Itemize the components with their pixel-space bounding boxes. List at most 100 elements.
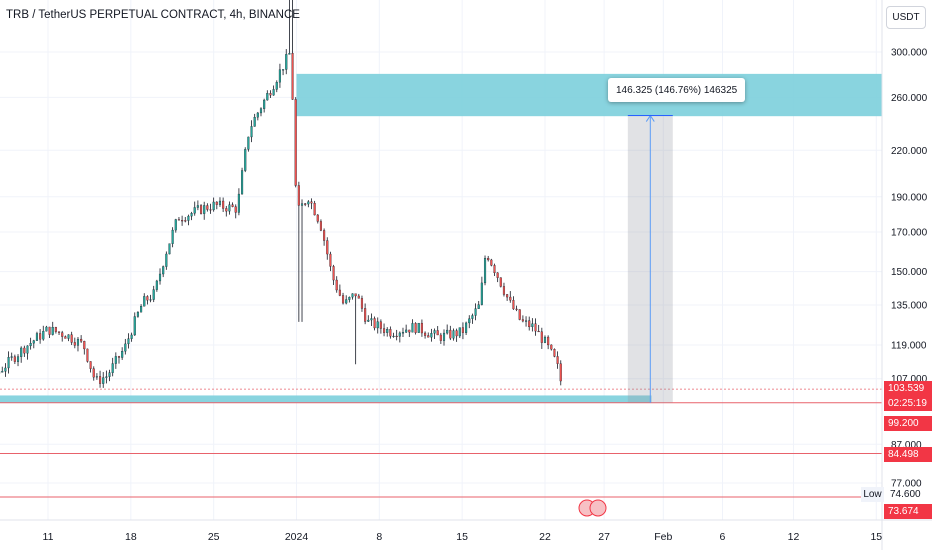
candle-body	[203, 205, 206, 214]
candle-body	[424, 332, 427, 336]
candle-body	[272, 89, 275, 96]
candle-body	[439, 334, 442, 341]
candle-body	[294, 99, 297, 186]
candle-body	[389, 329, 392, 337]
candle-body	[398, 332, 401, 337]
candle-body	[256, 112, 259, 118]
candle-body	[45, 326, 48, 332]
candle-body	[54, 327, 57, 332]
candle-body	[446, 329, 449, 334]
candle-body	[525, 320, 528, 322]
candle-body	[1, 371, 4, 373]
currency-button[interactable]: USDT	[886, 6, 926, 29]
candle-body	[417, 322, 420, 333]
time-tick-label: 15	[870, 531, 882, 543]
candle-body	[304, 203, 307, 205]
candle-body	[32, 340, 35, 344]
event-flag-icon[interactable]	[589, 499, 607, 517]
candle-body	[559, 363, 562, 382]
price-tick-label: 220.000	[891, 146, 928, 157]
price-axis[interactable]: 300.000 260.000 220.000 190.000 170.000 150.0…	[891, 48, 928, 490]
candle-body	[171, 229, 174, 244]
price-tick-label: 170.000	[891, 228, 928, 239]
horizontal-levels[interactable]	[0, 388, 882, 498]
candle-body	[168, 243, 171, 255]
candle-body	[133, 316, 136, 336]
candle-body	[502, 286, 506, 295]
candle-body	[199, 205, 203, 214]
grid	[0, 0, 882, 520]
candle-body	[468, 318, 471, 324]
candle-body	[458, 327, 461, 337]
candle-body	[26, 345, 29, 354]
candle-body	[282, 69, 285, 71]
resistance-zone	[296, 73, 882, 117]
candle-body	[121, 351, 124, 358]
low-value: 74.600	[884, 487, 932, 502]
price-tick-label: 300.000	[891, 48, 928, 59]
candle-body	[354, 293, 357, 297]
candle-body	[348, 296, 351, 300]
candle-body	[212, 201, 215, 211]
candle-body	[177, 219, 181, 221]
measure-tool[interactable]	[627, 114, 673, 403]
candle-body	[442, 332, 446, 341]
candle-body	[401, 332, 405, 334]
candle-body	[351, 293, 354, 298]
measure-tooltip: 146.325 (146.76%) 146325	[608, 78, 746, 102]
candle-body	[7, 357, 10, 369]
candle-body	[130, 334, 133, 339]
candle-body	[427, 335, 430, 338]
candle-body	[285, 54, 288, 70]
candle-body	[376, 321, 379, 329]
candle-body	[190, 213, 193, 217]
candle-body	[57, 331, 61, 333]
candle-body	[461, 327, 464, 333]
candle-body	[405, 329, 408, 333]
event-icons[interactable]	[578, 499, 607, 517]
candle-body	[543, 336, 547, 343]
candle-body	[209, 209, 212, 211]
candle-body	[373, 318, 376, 329]
candle-body	[105, 376, 108, 378]
countdown-tag: 02:25:19	[884, 396, 932, 411]
candle-body	[528, 320, 531, 328]
candle-body	[29, 343, 32, 347]
candle-body	[237, 193, 240, 213]
candle-body	[136, 312, 139, 317]
candle-body	[20, 347, 23, 357]
candle-body	[408, 329, 411, 333]
candle-body	[269, 93, 272, 96]
candle-body	[39, 333, 42, 340]
level-tag-1: 99.200	[884, 416, 932, 431]
price-tick-label: 87.000	[891, 440, 922, 451]
candle-body	[247, 136, 250, 150]
candle-body	[518, 309, 521, 320]
candle-body	[496, 272, 499, 278]
candle-body	[499, 277, 502, 287]
time-tick-label: 18	[125, 531, 137, 543]
candle-body	[67, 334, 70, 339]
candle-body	[64, 336, 67, 339]
candle-body	[515, 308, 518, 310]
candle-body	[231, 204, 234, 207]
candle-body	[452, 330, 455, 339]
candle-body	[341, 295, 345, 304]
candle-body	[158, 273, 162, 282]
time-tick-label: 12	[788, 531, 800, 543]
price-tick-label: 107.000	[891, 374, 928, 385]
candle-body	[414, 323, 417, 333]
candle-body	[70, 334, 73, 343]
candle-body	[111, 363, 114, 373]
candle-body	[143, 296, 146, 307]
candle-body	[465, 322, 468, 333]
candle-body	[550, 344, 553, 350]
price-tick-label: 77.000	[891, 479, 922, 490]
price-tick-label: 150.000	[891, 267, 928, 278]
candle-body	[215, 201, 218, 205]
candle-body	[206, 205, 209, 210]
time-axis[interactable]: 11 18 25 2024 8 15 22 27 Feb 6 12 15	[43, 531, 883, 543]
candle-body	[449, 329, 452, 339]
candle-body	[124, 343, 127, 352]
